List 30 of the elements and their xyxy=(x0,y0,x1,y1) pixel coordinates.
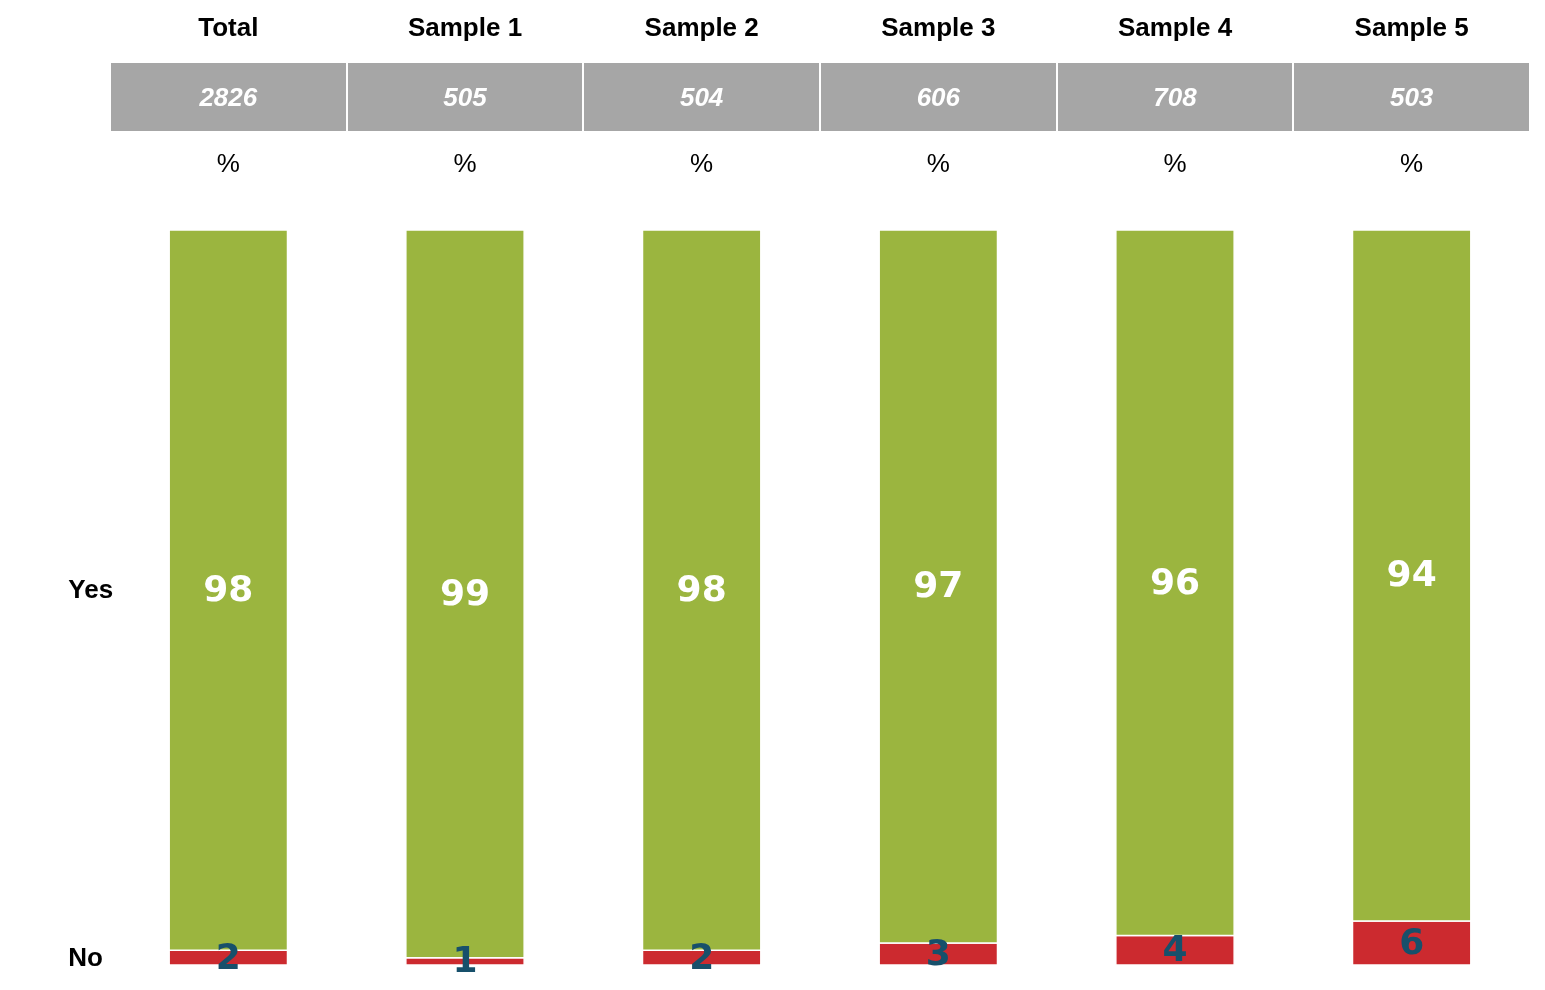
x-tick-label: Sample 3 xyxy=(881,11,996,42)
text: % xyxy=(689,148,715,179)
data-label: 97 xyxy=(913,564,964,606)
data-label: 3 xyxy=(925,931,951,973)
data-label: 6 xyxy=(1399,920,1425,962)
sample-size-box: 708 xyxy=(1057,63,1293,131)
x-tick-label: Sample 2 xyxy=(644,11,759,42)
text: % xyxy=(452,148,478,179)
sample-size-box: 504 xyxy=(584,63,819,131)
x-tick-label: Sample 1 xyxy=(407,11,523,42)
data-label: 96 xyxy=(1149,560,1201,602)
data-label: 98 xyxy=(676,568,727,610)
data-label: 94 xyxy=(1386,553,1437,595)
data-label: 4 xyxy=(1162,928,1188,970)
sample-size-box: 2826 xyxy=(111,63,346,131)
text: Yes xyxy=(68,574,114,605)
data-label: 1 xyxy=(452,939,478,981)
text: % xyxy=(925,148,951,179)
sample-size-box: 606 xyxy=(821,63,1056,131)
sample-size-box: 503 xyxy=(1294,63,1529,131)
text: % xyxy=(1399,148,1425,179)
x-tick-label: Sample 5 xyxy=(1354,11,1469,42)
x-tick-label: Sample 4 xyxy=(1117,11,1233,42)
data-label: 98 xyxy=(203,568,254,610)
data-label: 99 xyxy=(439,571,491,613)
text: No xyxy=(68,941,104,972)
text: % xyxy=(215,148,241,179)
sample-size-box: 505 xyxy=(347,63,583,131)
text: % xyxy=(1162,148,1188,179)
x-tick-label: Total xyxy=(198,11,259,42)
